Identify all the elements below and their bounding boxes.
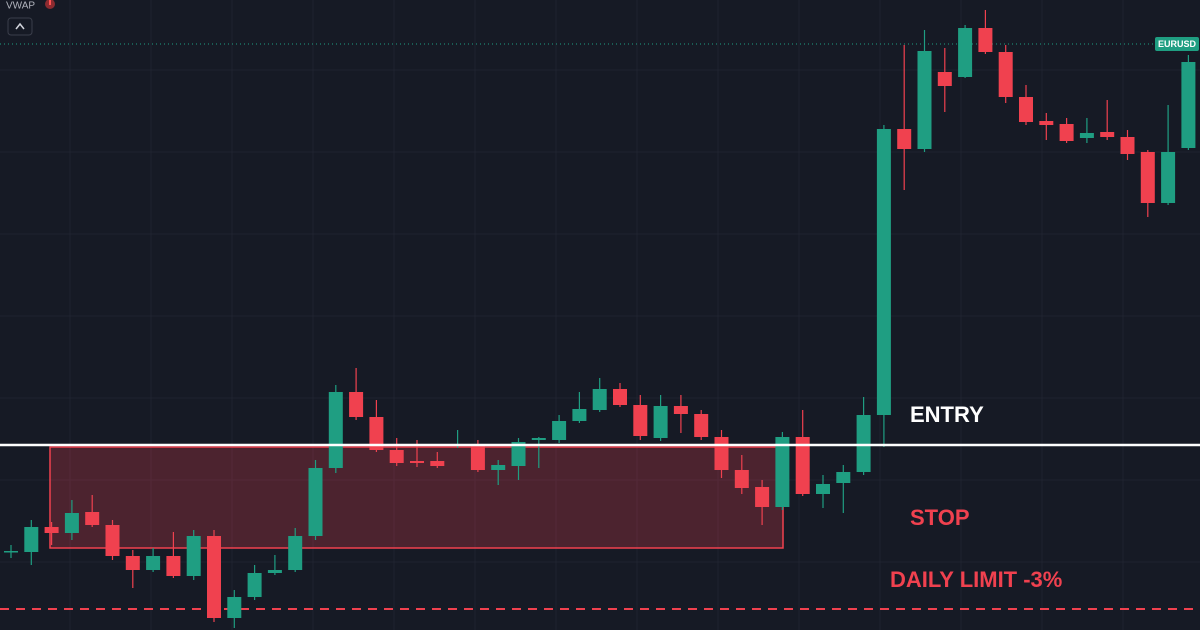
collapse-button[interactable] bbox=[7, 17, 33, 36]
candle-body bbox=[1181, 62, 1196, 148]
candle-body bbox=[511, 442, 526, 466]
candle-body bbox=[897, 129, 912, 149]
candle-body bbox=[714, 437, 729, 470]
candle-body bbox=[349, 392, 364, 417]
daily-limit-label: DAILY LIMIT -3% bbox=[890, 567, 1062, 592]
candle-body bbox=[552, 421, 567, 440]
candle-body bbox=[1161, 152, 1176, 203]
candle-body bbox=[491, 465, 506, 470]
price-tag-label: EURUSD bbox=[1158, 39, 1197, 49]
candle-body bbox=[653, 406, 668, 438]
candle-body bbox=[876, 129, 891, 415]
candle-body bbox=[1100, 132, 1115, 137]
candle-body bbox=[694, 414, 709, 437]
candle-body bbox=[1140, 152, 1155, 203]
alert-icon[interactable] bbox=[45, 0, 55, 9]
candle-body bbox=[85, 512, 100, 525]
candle-body bbox=[775, 437, 790, 507]
candle-body bbox=[1120, 137, 1135, 154]
candle-body bbox=[734, 470, 749, 488]
candle-body bbox=[613, 389, 627, 405]
candle-body bbox=[166, 556, 181, 576]
candle-body bbox=[24, 527, 39, 552]
indicator-label[interactable]: VWAP bbox=[6, 1, 35, 12]
candle-body bbox=[1079, 133, 1094, 138]
candle-body bbox=[207, 536, 221, 618]
candle-body bbox=[836, 472, 851, 483]
candle-body bbox=[755, 487, 770, 507]
candle-body bbox=[978, 28, 993, 52]
candle-body bbox=[105, 525, 120, 556]
candle-body bbox=[1039, 121, 1054, 125]
candle-body bbox=[917, 51, 932, 149]
candle-body bbox=[247, 573, 262, 597]
candle-body bbox=[125, 556, 140, 570]
candle-body bbox=[44, 527, 59, 533]
stop-label: STOP bbox=[910, 505, 970, 530]
candle-body bbox=[267, 570, 282, 573]
candle-body bbox=[4, 551, 18, 553]
candle-body bbox=[531, 438, 546, 440]
candle-body bbox=[410, 461, 424, 463]
candle-body bbox=[186, 536, 201, 576]
candle-body bbox=[673, 406, 688, 414]
candle-body bbox=[998, 52, 1013, 97]
candle-body bbox=[227, 597, 242, 618]
candle-body bbox=[430, 461, 445, 466]
candle-body bbox=[1019, 97, 1033, 122]
candle-body bbox=[795, 437, 810, 494]
candle-body bbox=[572, 409, 587, 421]
candle-body bbox=[958, 28, 973, 77]
price-tag bbox=[1155, 37, 1199, 51]
candle-body bbox=[146, 556, 161, 570]
candle-body bbox=[856, 415, 871, 472]
candle-body bbox=[1059, 124, 1074, 141]
plot: EURUSD ENTRY STOP DAILY LIMIT -3% bbox=[0, 10, 1200, 628]
candle-body bbox=[389, 450, 404, 463]
candle-body bbox=[470, 445, 485, 470]
entry-label: ENTRY bbox=[910, 402, 984, 427]
candle-body bbox=[288, 536, 303, 570]
candle-body bbox=[328, 392, 343, 468]
candle-body bbox=[633, 405, 648, 436]
candle-body bbox=[816, 484, 830, 494]
candle-body bbox=[592, 389, 607, 410]
candle-body bbox=[369, 417, 384, 450]
candle-body bbox=[64, 513, 79, 533]
candle-body bbox=[308, 468, 323, 536]
candle-body bbox=[937, 72, 952, 86]
